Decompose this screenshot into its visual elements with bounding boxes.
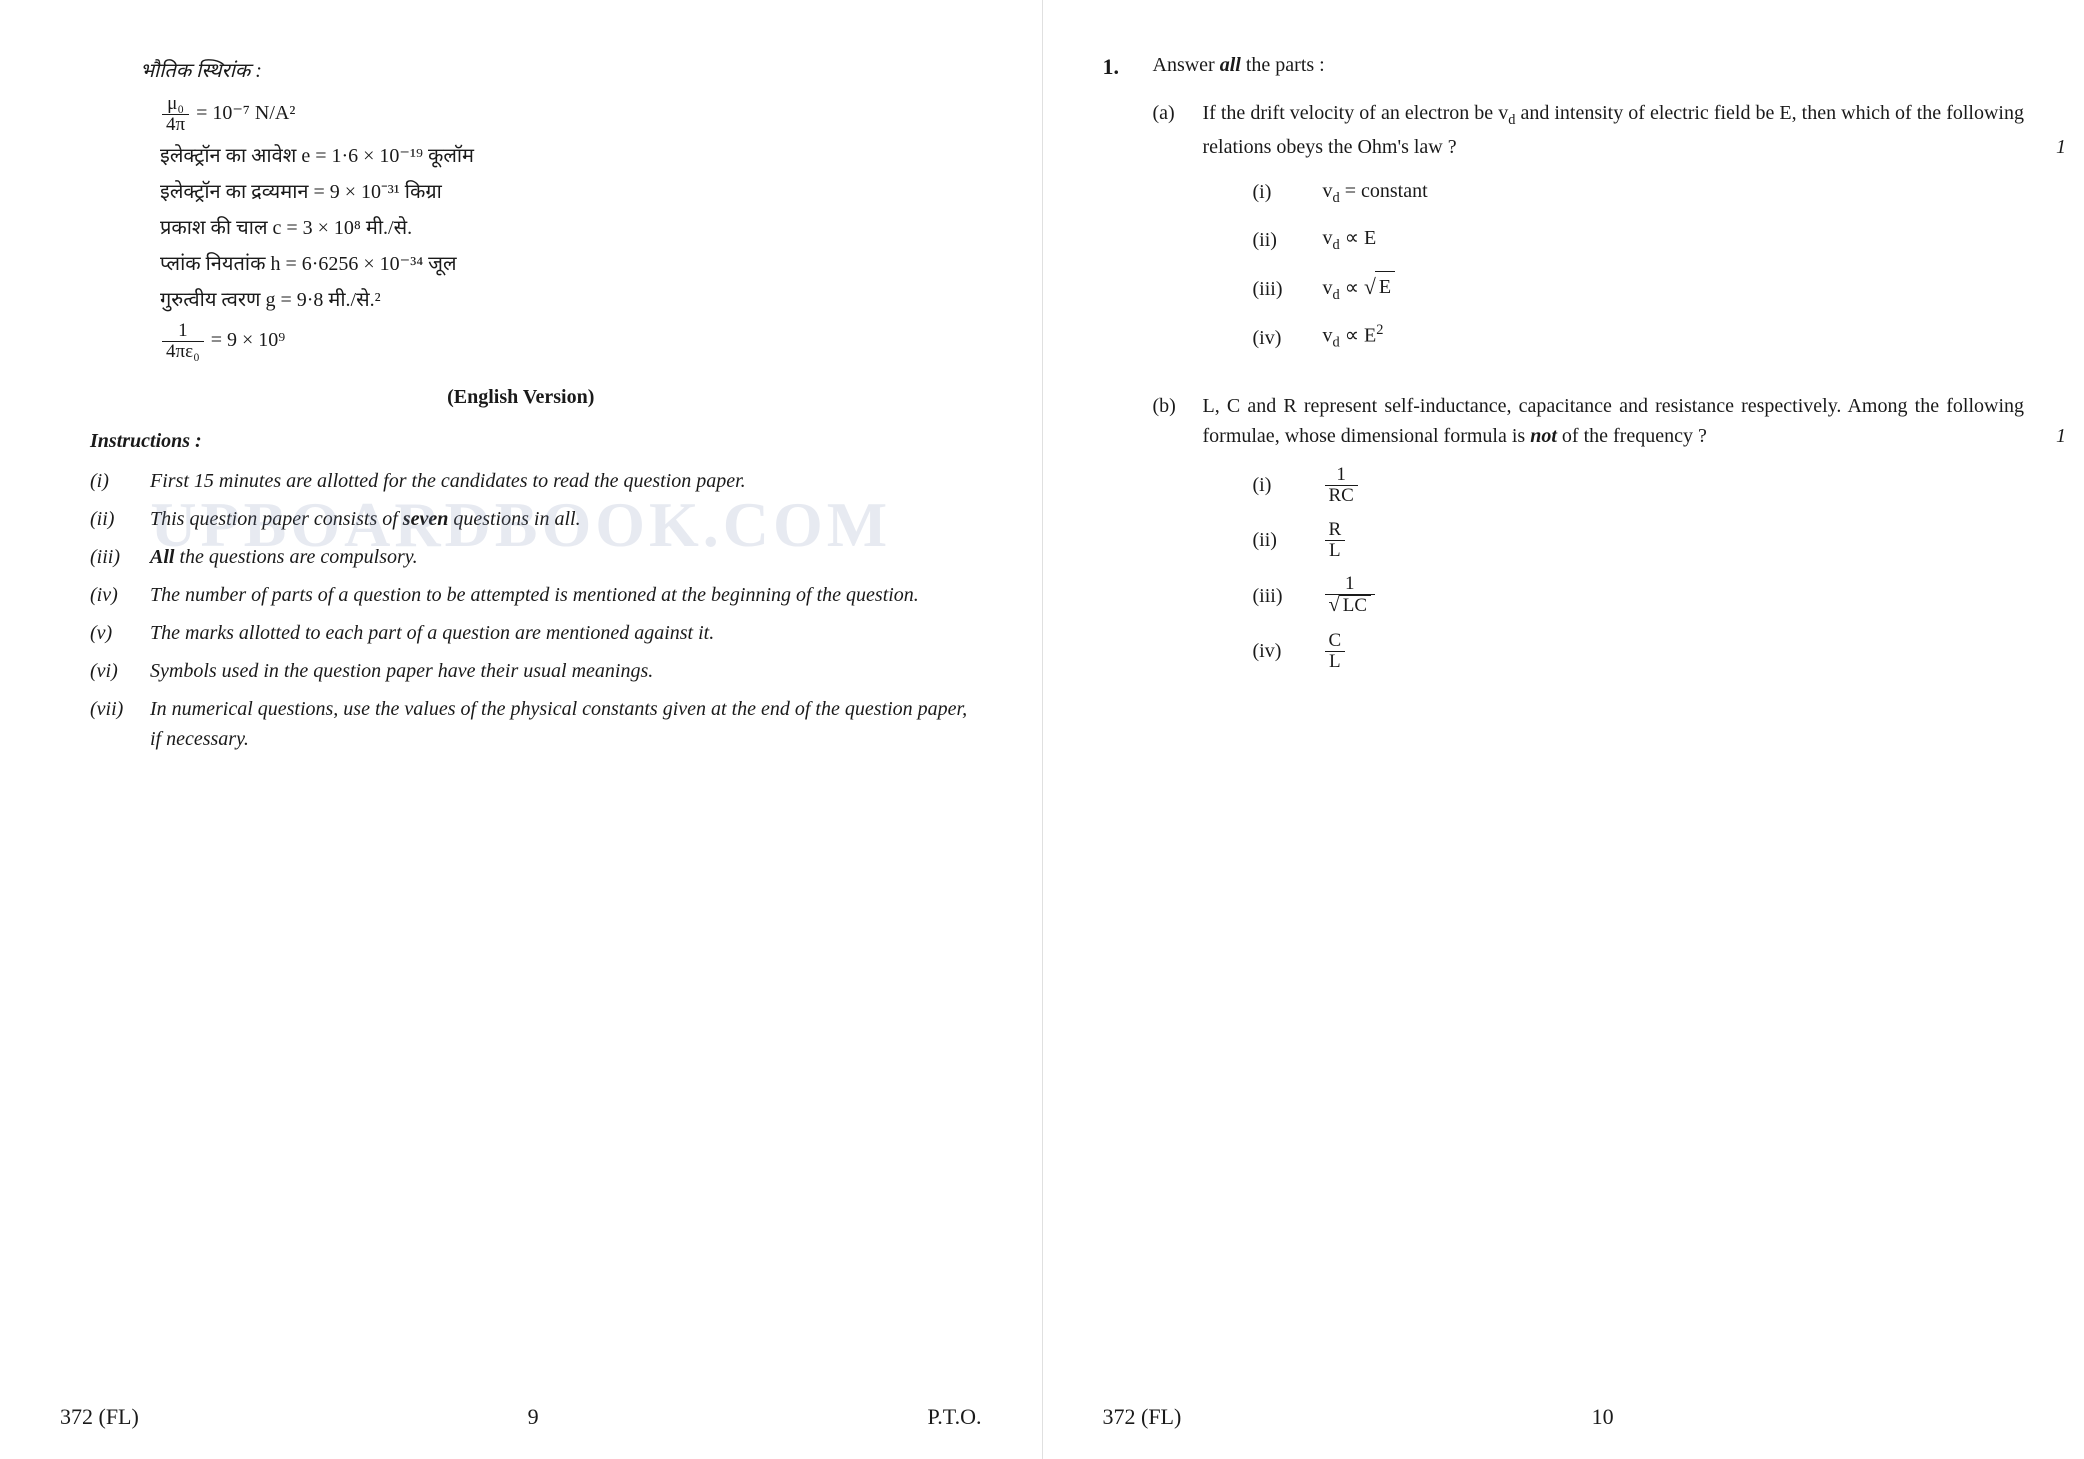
option-expr: vd ∝ E2 xyxy=(1323,320,2025,354)
option-expr: 1 √LC xyxy=(1323,574,2025,616)
instruction-item: (iii)All the questions are compulsory. xyxy=(90,542,982,572)
instructions-list: (i)First 15 minutes are allotted for the… xyxy=(90,466,982,754)
option-b-iv: (iv) CL xyxy=(1253,631,2025,672)
part-a-label: (a) xyxy=(1153,98,1203,369)
option-a-iii: (iii) vd ∝ √E xyxy=(1253,271,2025,307)
page-footer-left: 372 (FL) 9 P.T.O. xyxy=(60,1400,982,1433)
instruction-number: (v) xyxy=(90,618,150,648)
const-mu0: μ₀ 4π = 10⁻⁷ N/A² xyxy=(160,94,982,135)
physical-constants: μ₀ 4π = 10⁻⁷ N/A² इलेक्ट्रॉन का आवेश e =… xyxy=(160,94,982,362)
option-expr: vd ∝ E xyxy=(1323,223,2025,257)
part-b-text: L, C and R represent self-inductance, ca… xyxy=(1203,391,2025,686)
instruction-number: (iv) xyxy=(90,580,150,610)
instructions-title: Instructions : xyxy=(90,426,982,456)
option-expr: 1RC xyxy=(1323,465,2025,506)
option-a-i: (i) vd = constant xyxy=(1253,176,2025,210)
instruction-text: First 15 minutes are allotted for the ca… xyxy=(150,466,982,496)
option-b-ii: (ii) RL xyxy=(1253,520,2025,561)
part-a: (a) If the drift velocity of an electron… xyxy=(1153,98,2025,369)
instruction-item: (ii)This question paper consists of seve… xyxy=(90,504,982,534)
footer-pto: P.T.O. xyxy=(928,1400,982,1433)
part-b-bold: not xyxy=(1530,425,1557,447)
option-num: (i) xyxy=(1253,470,1323,500)
instruction-number: (vii) xyxy=(90,694,150,754)
frac-den: 4π xyxy=(162,114,189,135)
instruction-item: (vi)Symbols used in the question paper h… xyxy=(90,656,982,686)
frac-mu0: μ₀ 4π xyxy=(162,94,189,135)
footer-page-number: 10 xyxy=(1181,1400,2024,1433)
instruction-number: (vi) xyxy=(90,656,150,686)
instruction-item: (vii)In numerical questions, use the val… xyxy=(90,694,982,754)
qhead-bold: all xyxy=(1220,54,1241,76)
frac-num: μ₀ xyxy=(162,94,189,114)
question-body: Answer all the parts : (a) If the drift … xyxy=(1153,50,2025,708)
const-mu0-rhs: = 10⁻⁷ N/A² xyxy=(196,102,295,124)
page-footer-right: 372 (FL) 10 xyxy=(1103,1400,2025,1433)
instruction-number: (iii) xyxy=(90,542,150,572)
part-b-options: (i) 1RC (ii) RL xyxy=(1253,465,2025,672)
const-c: प्रकाश की चाल c = 3 × 10⁸ मी./से. xyxy=(160,213,982,243)
instruction-number: (ii) xyxy=(90,504,150,534)
const-k: 1 4πε₀ = 9 × 10⁹ xyxy=(160,321,982,362)
const-g: गुरुत्वीय त्वरण g = 9·8 मी./से.² xyxy=(160,285,982,315)
instruction-text: The number of parts of a question to be … xyxy=(150,580,982,610)
qhead-post: the parts : xyxy=(1241,54,1325,76)
frac-den: 4πε₀ xyxy=(162,341,204,362)
option-num: (iv) xyxy=(1253,636,1323,666)
const-k-rhs: = 9 × 10⁹ xyxy=(211,329,286,351)
const-e-charge: इलेक्ट्रॉन का आवेश e = 1·6 × 10⁻¹⁹ कूलॉम xyxy=(160,141,982,171)
option-expr: vd = constant xyxy=(1323,176,2025,210)
footer-code: 372 (FL) xyxy=(1103,1400,1182,1433)
footer-code: 372 (FL) xyxy=(60,1400,139,1433)
english-version-label: (English Version) xyxy=(60,382,982,412)
option-b-iii: (iii) 1 √LC xyxy=(1253,574,2025,616)
constants-heading: भौतिक स्थिरांक : xyxy=(140,56,982,86)
instruction-item: (i)First 15 minutes are allotted for the… xyxy=(90,466,982,496)
option-num: (i) xyxy=(1253,177,1323,207)
option-num: (iii) xyxy=(1253,581,1323,611)
part-a-text: If the drift velocity of an electron be … xyxy=(1203,98,2025,369)
option-a-iv: (iv) vd ∝ E2 xyxy=(1253,320,2025,354)
option-expr: vd ∝ √E xyxy=(1323,271,2025,307)
part-a-marks: 1 xyxy=(2056,132,2066,162)
part-b-marks: 1 xyxy=(2056,421,2066,451)
instruction-number: (i) xyxy=(90,466,150,496)
frac-num: 1 xyxy=(162,321,204,341)
option-num: (ii) xyxy=(1253,525,1323,555)
option-expr: CL xyxy=(1323,631,2025,672)
instruction-text: This question paper consists of seven qu… xyxy=(150,504,982,534)
instruction-text: Symbols used in the question paper have … xyxy=(150,656,982,686)
question-1: 1. Answer all the parts : (a) If the dri… xyxy=(1103,50,2025,708)
frac-k: 1 4πε₀ xyxy=(162,321,204,362)
option-num: (ii) xyxy=(1253,225,1323,255)
question-heading: Answer all the parts : xyxy=(1153,50,2025,80)
instruction-text: The marks allotted to each part of a que… xyxy=(150,618,982,648)
const-h: प्लांक नियतांक h = 6·6256 × 10⁻³⁴ जूल xyxy=(160,249,982,279)
part-b: (b) L, C and R represent self-inductance… xyxy=(1153,391,2025,686)
part-b-post: of the frequency ? xyxy=(1557,425,1707,447)
option-num: (iv) xyxy=(1253,323,1323,353)
option-b-i: (i) 1RC xyxy=(1253,465,2025,506)
option-num: (iii) xyxy=(1253,274,1323,304)
footer-page-number: 9 xyxy=(139,1400,928,1433)
part-b-label: (b) xyxy=(1153,391,1203,686)
qhead-pre: Answer xyxy=(1153,54,1220,76)
part-a-options: (i) vd = constant (ii) vd ∝ E (iii) vd ∝… xyxy=(1253,176,2025,355)
option-expr: RL xyxy=(1323,520,2025,561)
page-10: 1. Answer all the parts : (a) If the dri… xyxy=(1043,0,2084,1459)
const-e-mass: इलेक्ट्रॉन का द्रव्यमान = 9 × 10⁻³¹ किग्… xyxy=(160,177,982,207)
exam-paper-spread: UPBOARDBOOK.COM भौतिक स्थिरांक : μ₀ 4π =… xyxy=(0,0,2084,1459)
instruction-item: (iv)The number of parts of a question to… xyxy=(90,580,982,610)
option-a-ii: (ii) vd ∝ E xyxy=(1253,223,2025,257)
question-number: 1. xyxy=(1103,50,1153,708)
instruction-text: In numerical questions, use the values o… xyxy=(150,694,982,754)
instruction-text: All the questions are compulsory. xyxy=(150,542,982,572)
instruction-item: (v)The marks allotted to each part of a … xyxy=(90,618,982,648)
page-9: UPBOARDBOOK.COM भौतिक स्थिरांक : μ₀ 4π =… xyxy=(0,0,1043,1459)
